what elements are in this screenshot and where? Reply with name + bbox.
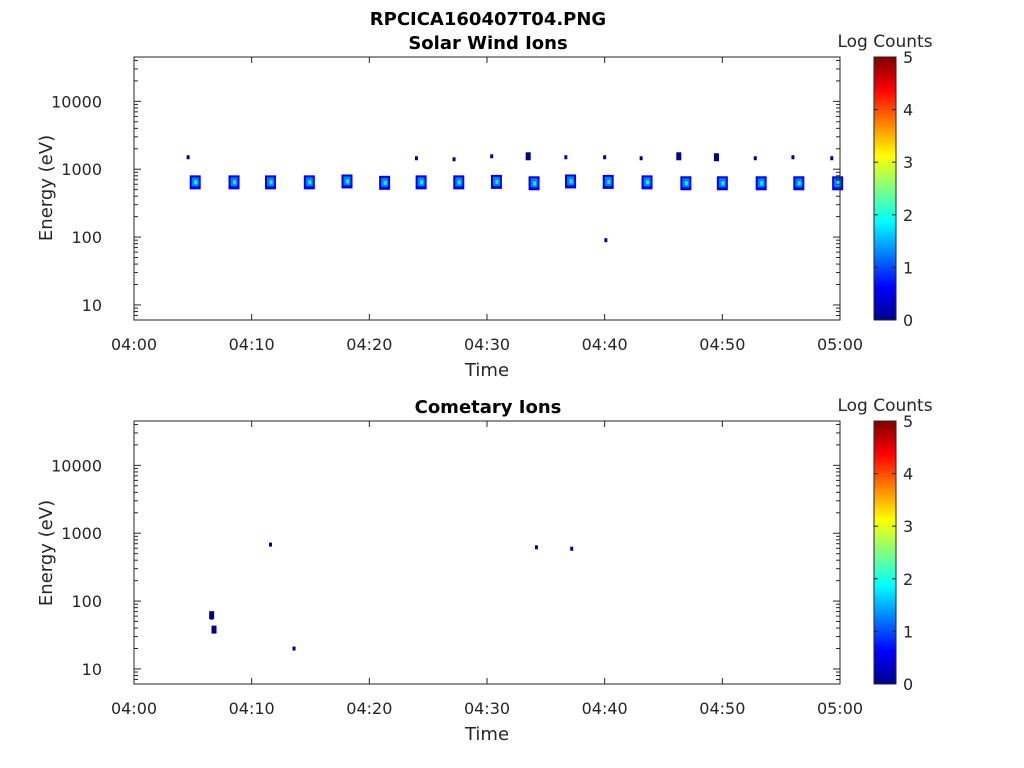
x-tick-label: 04:40 xyxy=(582,335,628,354)
x-tick-label: 04:30 xyxy=(464,335,510,354)
data-cell xyxy=(676,152,682,161)
data-cell xyxy=(564,155,568,160)
colorbar-frame xyxy=(873,420,897,685)
data-cell xyxy=(189,175,201,190)
x-axis-label: Time xyxy=(464,360,509,381)
y-tick-label: 1000 xyxy=(61,524,102,543)
data-cell xyxy=(755,176,767,191)
colorbar-label: Log Counts xyxy=(837,32,932,52)
data-cell xyxy=(534,545,538,550)
x-tick-label: 04:00 xyxy=(111,335,157,354)
panel-cometary: Cometary Ions Time Energy (eV) Log Count… xyxy=(36,396,933,745)
x-tick-label: 04:10 xyxy=(229,335,275,354)
data-cell xyxy=(264,175,276,190)
data-cell xyxy=(186,155,190,160)
plot-area xyxy=(134,57,840,320)
x-tick-label: 05:00 xyxy=(817,335,863,354)
y-tick-label: 1000 xyxy=(61,160,102,179)
data-cell xyxy=(528,176,540,191)
colorbar-tick-label: 0 xyxy=(903,675,913,694)
data-cell xyxy=(830,156,834,161)
x-tick-label: 04:40 xyxy=(582,699,628,718)
data-cell xyxy=(210,615,214,620)
x-tick-label: 04:50 xyxy=(699,335,745,354)
data-cell xyxy=(490,174,502,189)
y-tick-label: 10 xyxy=(82,660,102,679)
panel-solar-wind: Solar Wind Ions Time Energy (eV) Log Cou… xyxy=(36,32,933,381)
data-cell xyxy=(713,153,719,162)
data-cell xyxy=(453,175,465,190)
y-tick-label: 100 xyxy=(71,592,102,611)
data-cell xyxy=(832,176,844,191)
colorbar-tick-label: 5 xyxy=(903,412,913,431)
y-tick-label: 100 xyxy=(71,228,102,247)
y-tick-label: 10000 xyxy=(51,92,102,111)
x-tick-label: 04:20 xyxy=(346,335,392,354)
data-cell xyxy=(452,157,456,162)
colorbar-tick-label: 4 xyxy=(903,101,913,120)
data-cell xyxy=(292,646,296,651)
data-cell xyxy=(209,611,215,620)
colorbar-gradient xyxy=(874,421,896,684)
x-tick-label: 04:50 xyxy=(699,699,745,718)
colorbar-frame xyxy=(873,56,897,321)
data-cell xyxy=(525,152,531,161)
colorbar-tick-label: 4 xyxy=(903,465,913,484)
colorbar-tick-label: 5 xyxy=(903,48,913,67)
colorbar-label: Log Counts xyxy=(837,396,932,416)
x-tick-label: 04:30 xyxy=(464,699,510,718)
colorbar-tick-label: 2 xyxy=(903,206,913,225)
x-tick-label: 04:20 xyxy=(346,699,392,718)
x-tick-label: 04:10 xyxy=(229,699,275,718)
colorbar-tick-label: 2 xyxy=(903,570,913,589)
colorbar-tick-label: 3 xyxy=(903,153,913,172)
figure-title: RPCICA160407T04.PNG xyxy=(370,9,606,30)
x-axis-label: Time xyxy=(464,724,509,745)
y-tick-label: 10000 xyxy=(51,456,102,475)
data-cell xyxy=(753,156,757,161)
panel-title: Cometary Ions xyxy=(415,397,562,418)
data-cell xyxy=(793,176,805,191)
data-cell xyxy=(414,156,418,161)
data-cell xyxy=(604,238,608,243)
colorbar-tick-label: 1 xyxy=(903,258,913,277)
data-cell xyxy=(415,175,427,190)
data-cell xyxy=(602,174,614,189)
data-cell xyxy=(565,174,577,189)
panel-title: Solar Wind Ions xyxy=(408,33,567,54)
data-cell xyxy=(341,174,353,189)
colorbar-gradient xyxy=(874,57,896,320)
y-axis-label: Energy (eV) xyxy=(36,500,57,606)
data-cell xyxy=(639,156,643,161)
data-cell xyxy=(570,546,574,551)
data-cell xyxy=(228,175,240,190)
colorbar-tick-label: 0 xyxy=(903,311,913,330)
x-tick-label: 04:00 xyxy=(111,699,157,718)
data-cell xyxy=(211,625,217,634)
data-cell xyxy=(641,175,653,190)
colorbar: 0 1 2 3 4 5 xyxy=(873,412,913,694)
data-cell xyxy=(791,155,795,160)
data-cell xyxy=(603,155,607,160)
data-cell xyxy=(490,154,494,159)
data-cell xyxy=(680,176,692,191)
y-axis-label: Energy (eV) xyxy=(36,135,57,241)
plot-area xyxy=(134,421,840,684)
colorbar-tick-label: 1 xyxy=(903,622,913,641)
data-cell xyxy=(716,176,728,191)
data-cell xyxy=(379,175,391,190)
colorbar: 0 1 2 3 4 5 xyxy=(873,48,913,330)
x-tick-label: 05:00 xyxy=(817,699,863,718)
y-tick-label: 10 xyxy=(82,296,102,315)
data-cell xyxy=(303,175,315,190)
data-cell xyxy=(268,542,272,547)
colorbar-tick-label: 3 xyxy=(903,517,913,536)
